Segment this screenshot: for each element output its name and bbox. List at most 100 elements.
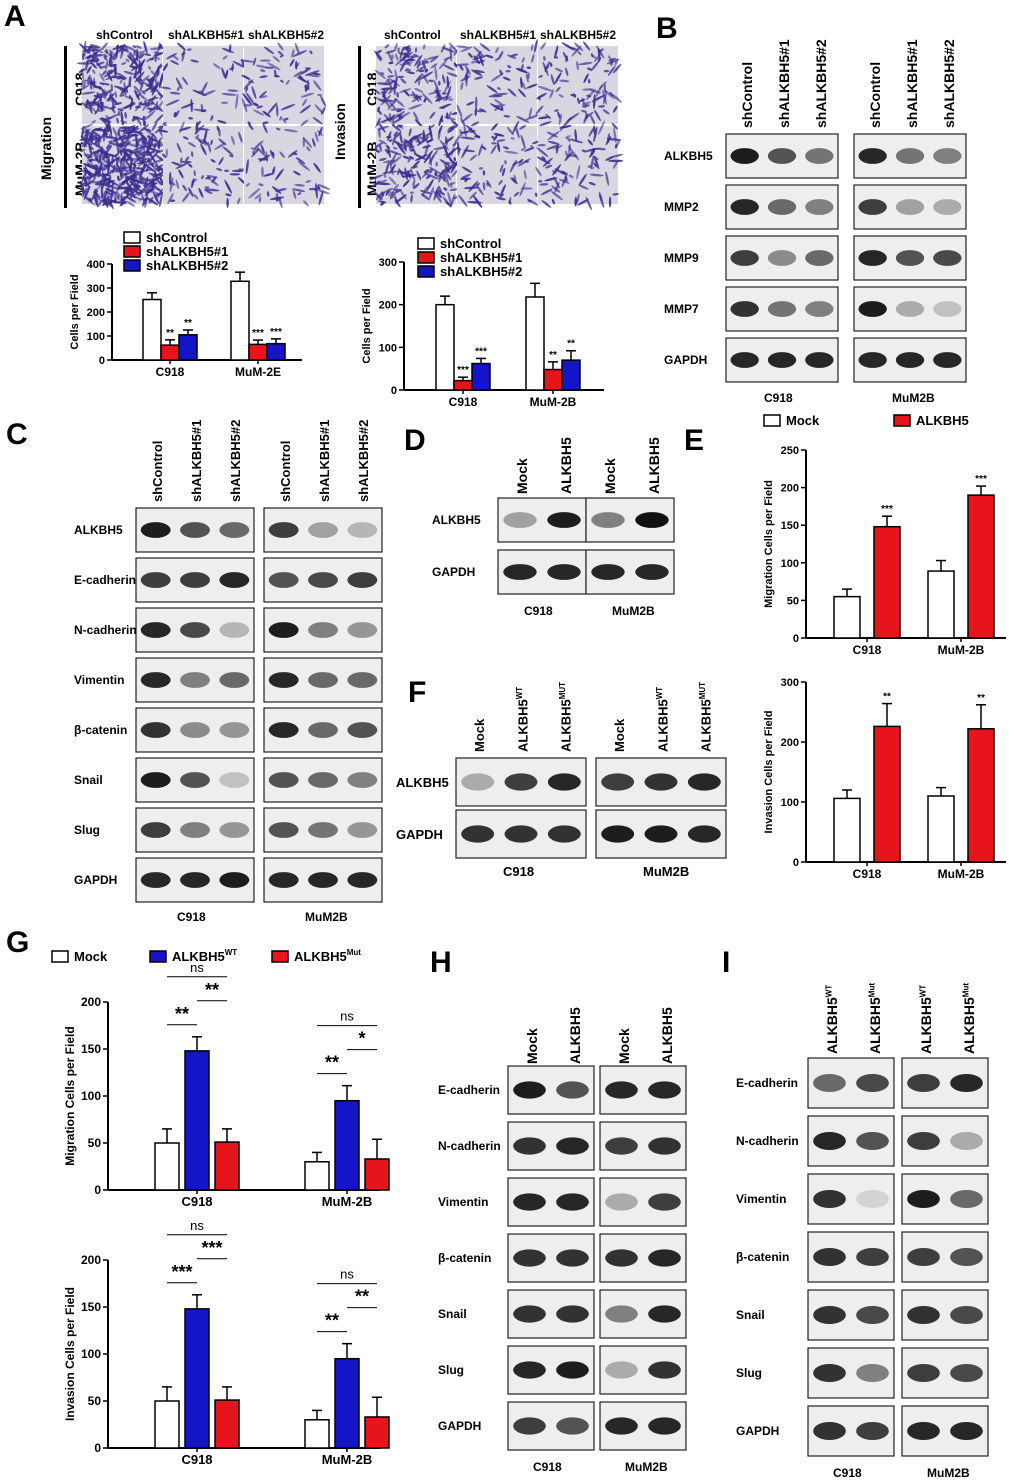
cell-mark — [403, 89, 410, 97]
cell-mark — [440, 103, 452, 109]
y-tick-label: 100 — [81, 1347, 101, 1361]
blot-band — [907, 1422, 940, 1440]
cell-mark — [605, 156, 614, 161]
cell-mark — [136, 89, 141, 94]
cell-mark — [180, 103, 195, 109]
cell-mark — [300, 92, 315, 98]
blot-band — [907, 1364, 940, 1382]
cell-mark — [418, 155, 422, 160]
cell-mark — [267, 62, 281, 71]
cell-mark — [146, 58, 152, 63]
cell-mark — [106, 71, 113, 82]
cell-mark — [252, 150, 255, 156]
cell-mark — [302, 137, 313, 149]
blot-band — [648, 1417, 681, 1435]
cell-mark — [409, 93, 414, 97]
cell-mark — [387, 67, 393, 74]
cell-mark — [116, 158, 119, 167]
cell-mark — [304, 84, 308, 93]
lane-label: ALKBH5Mut — [866, 983, 883, 1054]
cell-mark — [129, 98, 134, 111]
protein-label: MMP9 — [664, 251, 699, 265]
cell-mark — [589, 173, 604, 177]
bar — [214, 1141, 240, 1191]
blot-band — [556, 1081, 589, 1099]
cell-mark — [559, 123, 566, 132]
cell-mark — [422, 60, 427, 73]
cell-mark — [568, 174, 574, 179]
cell-mark — [116, 139, 120, 155]
cell-mark — [527, 199, 532, 203]
cell-mark — [141, 135, 147, 147]
cell-mark — [541, 188, 553, 196]
cell-mark — [251, 85, 257, 100]
blot-band — [605, 1305, 638, 1323]
cell-mark — [125, 139, 130, 148]
blot-band — [644, 773, 678, 791]
cell-mark — [121, 61, 127, 65]
blot-band — [268, 572, 299, 588]
cell-mark — [493, 133, 499, 142]
cell-mark — [269, 149, 275, 159]
cell-mark — [99, 106, 104, 112]
cell-mark — [452, 142, 458, 147]
cell-mark — [169, 199, 176, 202]
cell-mark — [204, 186, 210, 189]
cell-mark — [393, 146, 398, 150]
cell-mark — [393, 131, 399, 137]
cell-mark — [258, 154, 271, 162]
cell-mark — [191, 177, 195, 189]
cell-mark — [456, 104, 463, 118]
lane-label: Mock — [611, 718, 627, 752]
cell-mark — [413, 111, 419, 122]
cell-mark — [510, 137, 515, 140]
lane-label: ALKBH5 — [658, 1007, 675, 1064]
cell-mark — [190, 151, 194, 158]
bar — [184, 1308, 210, 1449]
cell-mark — [142, 196, 148, 207]
cell-mark — [526, 83, 538, 89]
blot-band — [895, 352, 925, 368]
cell-mark — [451, 119, 459, 127]
blot-band — [858, 352, 887, 368]
protein-label: ALKBH5 — [74, 523, 123, 537]
significance-label: *** — [171, 1262, 192, 1282]
cell-mark — [172, 54, 179, 61]
cell-mark — [195, 127, 210, 131]
cell-mark — [486, 85, 498, 93]
cell-mark — [138, 102, 145, 106]
legend-entry: Mock — [786, 413, 820, 428]
blot-band — [805, 148, 834, 164]
blot-band — [308, 522, 338, 538]
cell-mark — [124, 45, 136, 51]
cell-mark — [518, 88, 527, 98]
cell-mark — [119, 79, 123, 84]
cell-mark — [404, 68, 409, 72]
cell-mark — [525, 73, 529, 83]
panel-letter-c: C — [6, 418, 28, 451]
cell-mark — [261, 166, 264, 178]
cell-mark — [405, 169, 413, 174]
blot-band — [907, 1306, 940, 1324]
cell-mark — [564, 175, 568, 182]
significance-label: *** — [975, 474, 987, 485]
blot-band — [347, 722, 378, 738]
micrograph — [160, 42, 245, 126]
col-header: shControl — [96, 28, 153, 42]
cell-mark — [439, 139, 449, 151]
bar — [873, 725, 901, 863]
cell-line-label: C918 — [524, 604, 553, 618]
cell-mark — [605, 136, 612, 146]
cell-mark — [435, 161, 438, 167]
cell-mark — [502, 76, 511, 81]
cell-mark — [383, 113, 392, 123]
cell-mark — [423, 169, 429, 174]
cell-mark — [554, 45, 559, 59]
cell-mark — [474, 135, 481, 138]
blot-band — [950, 1190, 983, 1208]
cell-mark — [549, 89, 554, 99]
blot-band — [907, 1132, 940, 1150]
legend-entry: Mock — [74, 949, 108, 964]
x-tick-label: C918 — [853, 643, 882, 657]
cell-mark — [82, 167, 89, 174]
